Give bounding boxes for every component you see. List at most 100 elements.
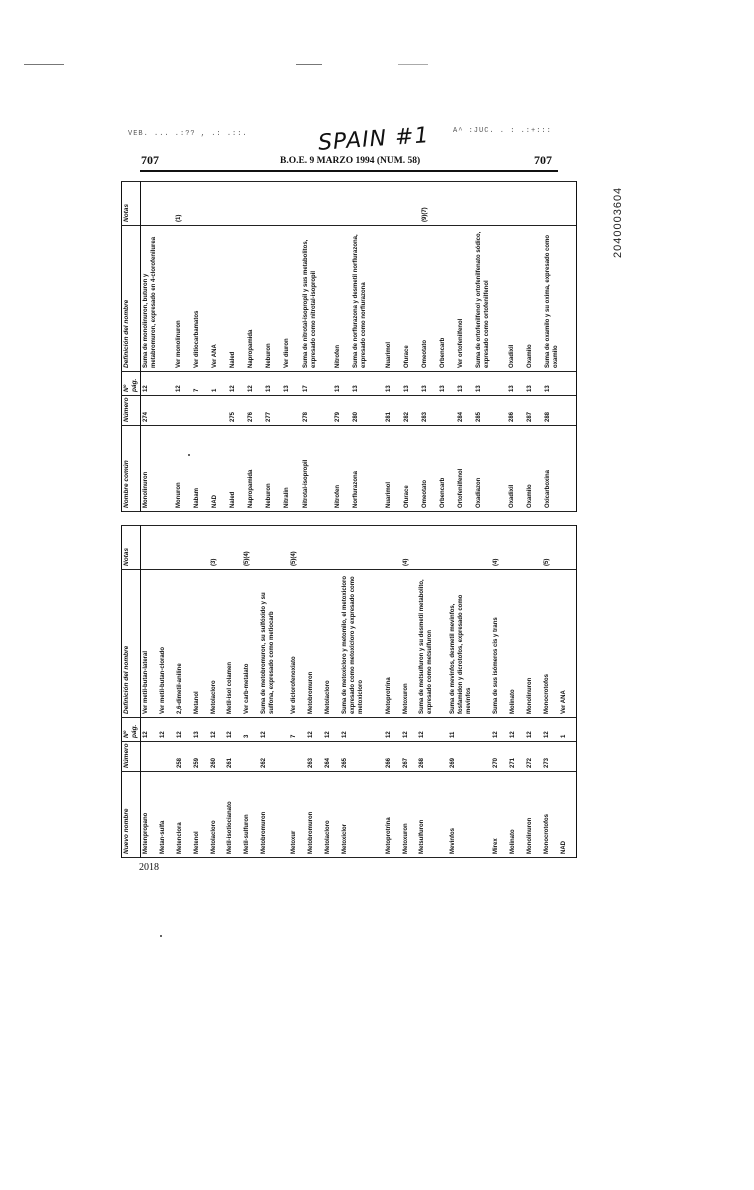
- cell-number: 258: [175, 741, 192, 772]
- cell-notes: [259, 525, 290, 570]
- table-row: Orbencarb 13 Orbencarb: [437, 181, 457, 512]
- cell-notes: [558, 525, 577, 570]
- cell-number: 278: [300, 395, 334, 426]
- cell-number: 270: [491, 741, 509, 772]
- cell-definition: Ver diclorofenoxiato: [289, 569, 307, 718]
- cell-number: 288: [542, 395, 577, 426]
- column-header: Definición del nombre: [121, 225, 141, 372]
- cell-number: [158, 741, 175, 772]
- cell-number: [282, 395, 301, 426]
- cell-name: Metoxuron: [400, 771, 418, 858]
- cell-name: Monolinuron: [140, 425, 174, 512]
- cell-number: 283: [419, 395, 438, 426]
- scan-speck: [188, 454, 190, 456]
- cell-notes: [282, 181, 301, 226]
- cell-name: NAD: [558, 771, 577, 858]
- cell-definition: Ver monolinuron: [173, 225, 193, 372]
- cell-definition: Metil-isol colamen: [225, 569, 243, 718]
- table-row: NAD 1 Ver ANA: [558, 525, 577, 858]
- table-row: Napropamida 276 12 Napropamida: [246, 181, 265, 512]
- cell-definition: Omeotato: [419, 225, 438, 372]
- table-header-row: Nuevo nombre Número Nº pág. Definición d…: [121, 525, 141, 858]
- cell-page: 13: [401, 371, 420, 396]
- cell-page: 17: [300, 371, 334, 396]
- cell-notes: [401, 181, 420, 226]
- cell-number: 280: [351, 395, 384, 426]
- cell-notes: [300, 181, 334, 226]
- cell-name: Metoxur: [289, 771, 307, 858]
- cell-definition: Nitrofen: [333, 225, 352, 372]
- cell-page: 13: [456, 371, 475, 396]
- table-row: Metobromuron 263 12 Metobromuron: [306, 525, 324, 858]
- cell-name: Mevinfos: [447, 771, 492, 858]
- table-row: Metolacloro 264 12 Metolacloro: [323, 525, 340, 858]
- cell-definition: Metanol: [191, 569, 209, 718]
- cell-number: 287: [524, 395, 543, 426]
- cell-page: 13: [524, 371, 543, 396]
- cell-name: Nuarimol: [383, 425, 402, 512]
- cell-definition: Naled: [228, 225, 247, 372]
- cell-definition: Ver ANA: [210, 225, 229, 372]
- fax-mark-center: [296, 64, 322, 65]
- cell-number: 273: [541, 741, 559, 772]
- table-row: Omeotato 283 13 Omeotato (9)(7): [419, 181, 438, 512]
- cell-page: 13: [542, 371, 577, 396]
- table-row: Neburon 277 13 Neburon: [264, 181, 283, 512]
- cell-name: Neburon: [264, 425, 283, 512]
- publication-header: B.O.E. 9 MARZO 1994 (NUM. 58): [280, 156, 421, 166]
- cell-number: 263: [306, 741, 324, 772]
- cell-page: 12: [140, 717, 159, 742]
- cell-page: 13: [264, 371, 283, 396]
- cell-number: 279: [333, 395, 352, 426]
- cell-page: 12: [417, 717, 448, 742]
- cell-notes: [383, 525, 401, 570]
- page-number-right: 707: [534, 153, 552, 167]
- cell-definition: Ver ditiocarbamatos: [192, 225, 211, 372]
- cell-number: 275: [228, 395, 247, 426]
- cell-name: Oxamilo: [524, 425, 543, 512]
- table-row: Naled 275 12 Naled: [228, 181, 247, 512]
- cell-name: Metan-sulfa: [158, 771, 175, 858]
- cell-page: 12: [175, 717, 192, 742]
- cell-notes: (9)(7): [419, 181, 438, 226]
- cell-number: 272: [525, 741, 542, 772]
- fax-header-left: VEB. ... .:?? , .: .::.: [128, 130, 248, 138]
- cell-name: Metenclora: [175, 771, 192, 858]
- cell-definition: Suma de norflurazona y desmetil norflura…: [351, 225, 384, 372]
- cell-notes: [175, 525, 192, 570]
- table-row: Norflurazona 280 13 Suma de norflurazona y …: [351, 181, 384, 512]
- cell-notes: [140, 525, 159, 570]
- cell-notes: (4): [400, 525, 418, 570]
- cell-number: [173, 395, 193, 426]
- table-row: NAD 1 Ver ANA: [210, 181, 229, 512]
- cell-notes: [417, 525, 448, 570]
- cell-name: Metobromuron: [259, 771, 290, 858]
- cell-page: 13: [419, 371, 438, 396]
- table-row: Metil-sulfuron 3 Ver carb-metalato (5)(4): [242, 525, 260, 858]
- cell-number: 277: [264, 395, 283, 426]
- fax-mark-right: [398, 64, 428, 65]
- cell-page: 12: [323, 717, 340, 742]
- cell-number: [437, 395, 457, 426]
- cell-name: Metolacloro: [323, 771, 340, 858]
- cell-notes: [542, 181, 577, 226]
- cell-number: [558, 741, 577, 772]
- cell-name: Omeotato: [419, 425, 438, 512]
- cell-page: 12: [541, 717, 559, 742]
- cell-notes: (5)(4): [289, 525, 307, 570]
- cell-name: Nitralin: [282, 425, 301, 512]
- cell-definition: Napropamida: [246, 225, 265, 372]
- table-row: Ortofenilfenol 284 13 Ver ortofenilfenol: [456, 181, 475, 512]
- cell-page: 12: [525, 717, 542, 742]
- cell-page: 1: [558, 717, 577, 742]
- cell-number: 262: [259, 741, 290, 772]
- cell-name: Metoprotrina: [383, 771, 401, 858]
- cell-definition: Suma de mevinfos, desmetil mevinfos, fos…: [447, 569, 492, 718]
- cell-name: Metenpropano: [140, 771, 159, 858]
- cell-name: Metil-isotiocianato: [225, 771, 243, 858]
- fax-header-right: A^ :JUC. . : .:+:::: [453, 127, 552, 135]
- cell-page: 12: [491, 717, 509, 742]
- cell-notes: [306, 525, 324, 570]
- cell-number: 267: [400, 741, 418, 772]
- cell-number: 285: [474, 395, 507, 426]
